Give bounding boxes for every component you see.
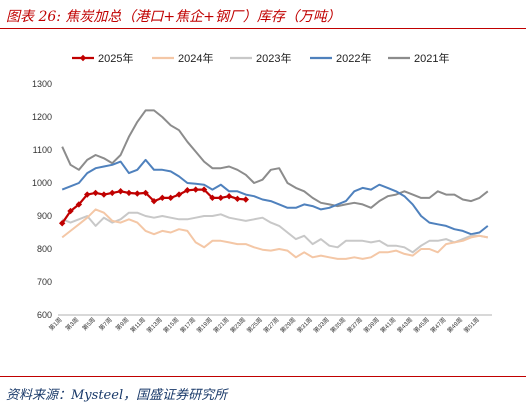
series-2025-point — [175, 191, 183, 198]
x-tick-label: 第45周 — [412, 316, 431, 335]
x-tick-label: 第37周 — [345, 316, 364, 335]
y-tick-label: 1300 — [32, 79, 52, 89]
series-2025-point — [67, 207, 74, 215]
x-tick-label: 第7周 — [97, 316, 114, 333]
legend-label-2025: 2025年 — [98, 51, 133, 65]
legend-label-2024: 2024年 — [178, 51, 213, 65]
y-tick-label: 1200 — [32, 112, 52, 122]
x-tick-label: 第19周 — [195, 316, 214, 335]
series-2025-point — [150, 197, 158, 205]
series-2025-point — [192, 186, 199, 193]
y-tick-label: 800 — [37, 244, 52, 254]
x-tick-label: 第47周 — [429, 316, 448, 335]
series-2025-point — [225, 193, 233, 200]
x-tick-label: 第49周 — [445, 316, 464, 335]
x-tick-label: 第11周 — [128, 316, 147, 335]
series-2025-point — [142, 189, 149, 197]
y-axis: 600 700 800 900 1000 1100 1200 1300 — [32, 79, 52, 320]
x-tick-label: 第27周 — [262, 316, 281, 335]
series-2025-point — [234, 195, 241, 203]
x-tick-label: 第13周 — [145, 316, 164, 335]
chart-legend: 2025年 2024年 2023年 2022年 2021年 — [72, 51, 449, 65]
x-tick-label: 第51周 — [462, 316, 481, 335]
series-2025-point — [58, 220, 66, 227]
series-2025-point — [117, 188, 124, 195]
legend-label-2023: 2023年 — [256, 51, 291, 65]
source-note: 资料来源：Mysteel，国盛证券研究所 — [6, 388, 228, 403]
x-tick-label: 第35周 — [328, 316, 347, 335]
x-tick-label: 第3周 — [64, 316, 81, 333]
series-2023-line — [61, 211, 488, 254]
series-2025-point — [84, 191, 91, 198]
series-2025-point — [167, 194, 174, 202]
y-tick-label: 1000 — [32, 178, 52, 188]
series-layer — [58, 109, 489, 260]
x-tick-label: 第25周 — [245, 316, 264, 335]
x-tick-label: 第23周 — [228, 316, 247, 335]
legend-marker-2025 — [79, 54, 87, 62]
series-2025-point — [109, 189, 116, 197]
x-axis: 第1周 第3周 第5周 第7周 第9周 第11周 第13周 第15周 第17周 第19周 第21周第… — [47, 314, 492, 335]
series-2021-line — [61, 109, 489, 209]
x-tick-label: 第39周 — [362, 316, 381, 335]
series-2025-point — [209, 194, 216, 202]
series-2025-point — [125, 189, 133, 197]
x-tick-label: 第41周 — [379, 316, 398, 335]
y-tick-label: 900 — [37, 211, 52, 221]
series-2025-point — [92, 189, 99, 197]
x-tick-label: 第15周 — [162, 316, 181, 335]
x-tick-label: 第17周 — [178, 316, 197, 335]
series-2025-point — [200, 186, 208, 193]
x-tick-label: 第43周 — [395, 316, 414, 335]
x-tick-label: 第31周 — [295, 316, 314, 335]
y-tick-label: 1100 — [33, 145, 52, 155]
y-tick-label: 600 — [37, 310, 52, 320]
y-tick-label: 700 — [37, 277, 52, 287]
series-2025-point — [159, 194, 166, 202]
x-tick-label: 第33周 — [312, 316, 331, 335]
series-2024-line — [61, 208, 488, 260]
x-tick-label: 第29周 — [278, 316, 297, 335]
title-divider — [0, 28, 526, 29]
series-2022-line — [61, 158, 489, 236]
series-2025-point — [134, 190, 141, 197]
source-divider — [0, 376, 526, 377]
line-chart: 2025年 2024年 2023年 2022年 2021年 600 700 800 900 10… — [32, 51, 492, 335]
series-2025-point — [242, 196, 249, 203]
series-2025-point — [100, 191, 108, 198]
series-2025-point — [184, 187, 191, 194]
figure-title: 图表 26: 焦炭加总（港口+焦企+钢厂）库存（万吨） — [6, 9, 341, 25]
legend-label-2021: 2021年 — [414, 51, 449, 65]
series-2025-point — [217, 194, 224, 202]
series-2025-point — [75, 201, 83, 208]
legend-label-2022: 2022年 — [336, 51, 371, 65]
x-tick-label: 第5周 — [80, 316, 97, 333]
x-tick-label: 第21周 — [212, 316, 231, 335]
x-tick-label: 第9周 — [114, 316, 131, 333]
